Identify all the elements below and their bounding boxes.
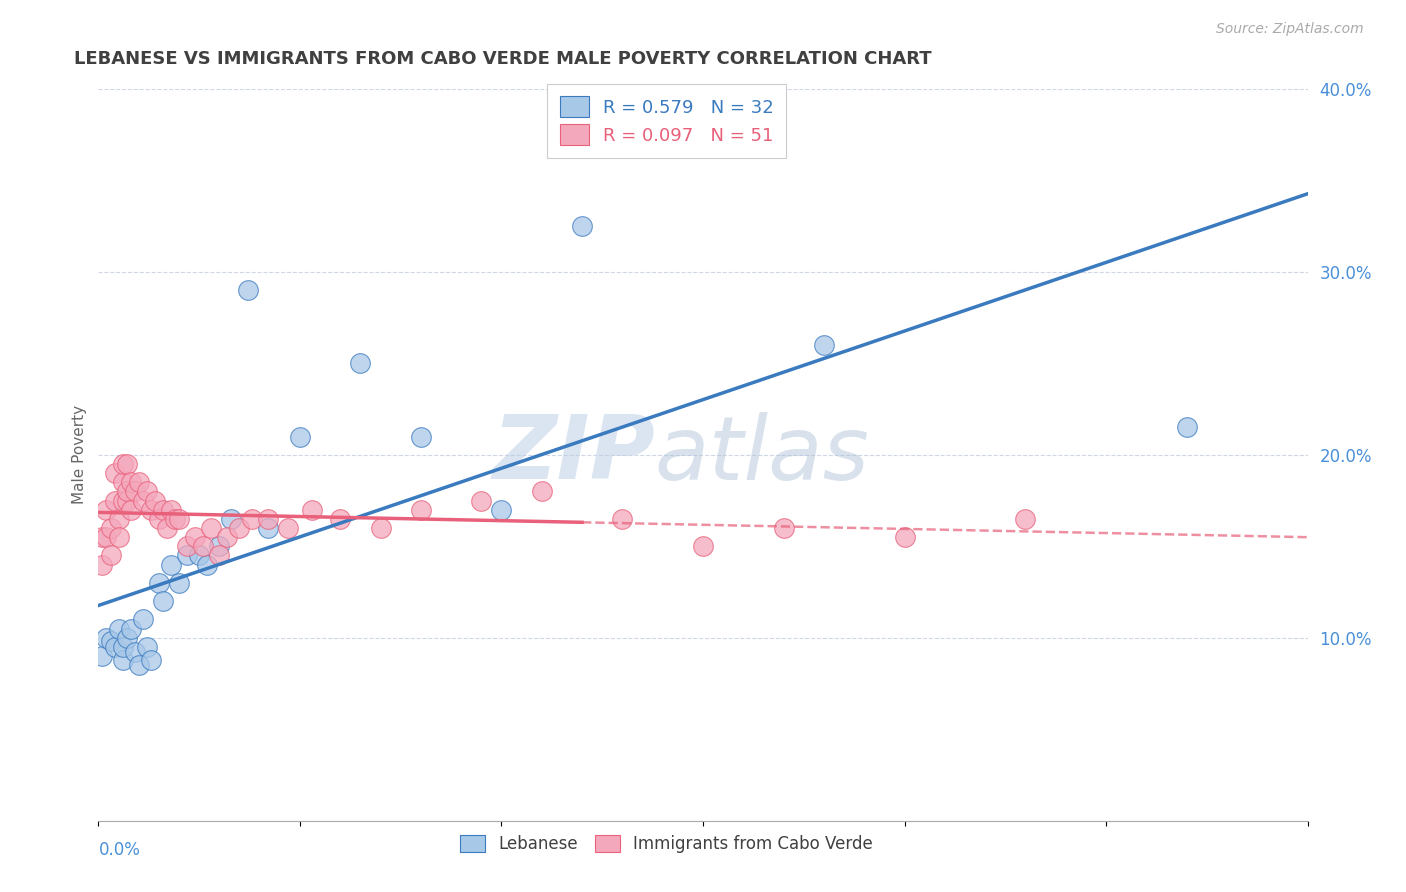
Point: [193, 539, 215, 553]
Point: [135, 640, 157, 654]
Point: [124, 645, 146, 659]
Point: [152, 503, 174, 517]
Point: [772, 521, 794, 535]
Point: [135, 484, 157, 499]
Point: [100, 634, 122, 648]
Point: [409, 430, 432, 444]
Point: [167, 576, 190, 591]
Point: [91, 530, 114, 544]
Point: [236, 284, 259, 298]
Point: [111, 653, 134, 667]
Point: [1175, 420, 1198, 434]
Point: [256, 512, 278, 526]
Point: [1014, 512, 1036, 526]
Point: [571, 219, 593, 234]
Point: [143, 493, 166, 508]
Text: atlas: atlas: [655, 412, 869, 498]
Point: [156, 521, 179, 535]
Point: [115, 484, 138, 499]
Point: [530, 484, 553, 499]
Y-axis label: Male Poverty: Male Poverty: [72, 405, 87, 505]
Point: [491, 503, 513, 517]
Point: [188, 549, 211, 563]
Point: [120, 622, 142, 636]
Point: [107, 530, 129, 544]
Point: [107, 622, 129, 636]
Point: [111, 640, 134, 654]
Point: [120, 503, 142, 517]
Point: [240, 512, 263, 526]
Point: [152, 594, 174, 608]
Point: [176, 549, 198, 563]
Point: [132, 613, 155, 627]
Point: [288, 430, 311, 444]
Point: [91, 649, 114, 664]
Point: [409, 503, 432, 517]
Point: [195, 558, 218, 572]
Point: [111, 493, 134, 508]
Point: [96, 530, 118, 544]
Point: [208, 539, 231, 553]
Point: [217, 530, 239, 544]
Point: [148, 576, 170, 591]
Point: [128, 475, 150, 490]
Point: [107, 512, 129, 526]
Point: [124, 484, 146, 499]
Point: [692, 539, 714, 553]
Point: [221, 512, 243, 526]
Point: [184, 530, 207, 544]
Point: [128, 658, 150, 673]
Text: Source: ZipAtlas.com: Source: ZipAtlas.com: [1216, 22, 1364, 37]
Point: [160, 558, 183, 572]
Point: [103, 640, 125, 654]
Point: [329, 512, 352, 526]
Point: [200, 521, 222, 535]
Text: LEBANESE VS IMMIGRANTS FROM CABO VERDE MALE POVERTY CORRELATION CHART: LEBANESE VS IMMIGRANTS FROM CABO VERDE M…: [75, 50, 932, 68]
Point: [139, 503, 162, 517]
Point: [256, 521, 278, 535]
Point: [228, 521, 250, 535]
Point: [132, 493, 155, 508]
Point: [813, 338, 835, 352]
Text: 0.0%: 0.0%: [98, 841, 141, 859]
Point: [111, 457, 134, 471]
Point: [91, 558, 114, 572]
Point: [176, 539, 198, 553]
Point: [115, 457, 138, 471]
Point: [277, 521, 299, 535]
Point: [139, 653, 162, 667]
Legend: Lebanese, Immigrants from Cabo Verde: Lebanese, Immigrants from Cabo Verde: [454, 829, 880, 860]
Point: [115, 631, 138, 645]
Point: [370, 521, 392, 535]
Point: [96, 503, 118, 517]
Point: [612, 512, 634, 526]
Text: ZIP: ZIP: [492, 411, 655, 499]
Point: [160, 503, 183, 517]
Point: [163, 512, 186, 526]
Point: [115, 493, 138, 508]
Point: [349, 356, 371, 371]
Point: [301, 503, 323, 517]
Point: [167, 512, 190, 526]
Point: [208, 549, 231, 563]
Point: [100, 549, 122, 563]
Point: [103, 466, 125, 480]
Point: [470, 493, 492, 508]
Point: [100, 521, 122, 535]
Point: [893, 530, 915, 544]
Point: [103, 493, 125, 508]
Point: [148, 512, 170, 526]
Point: [120, 475, 142, 490]
Point: [111, 475, 134, 490]
Point: [96, 631, 118, 645]
